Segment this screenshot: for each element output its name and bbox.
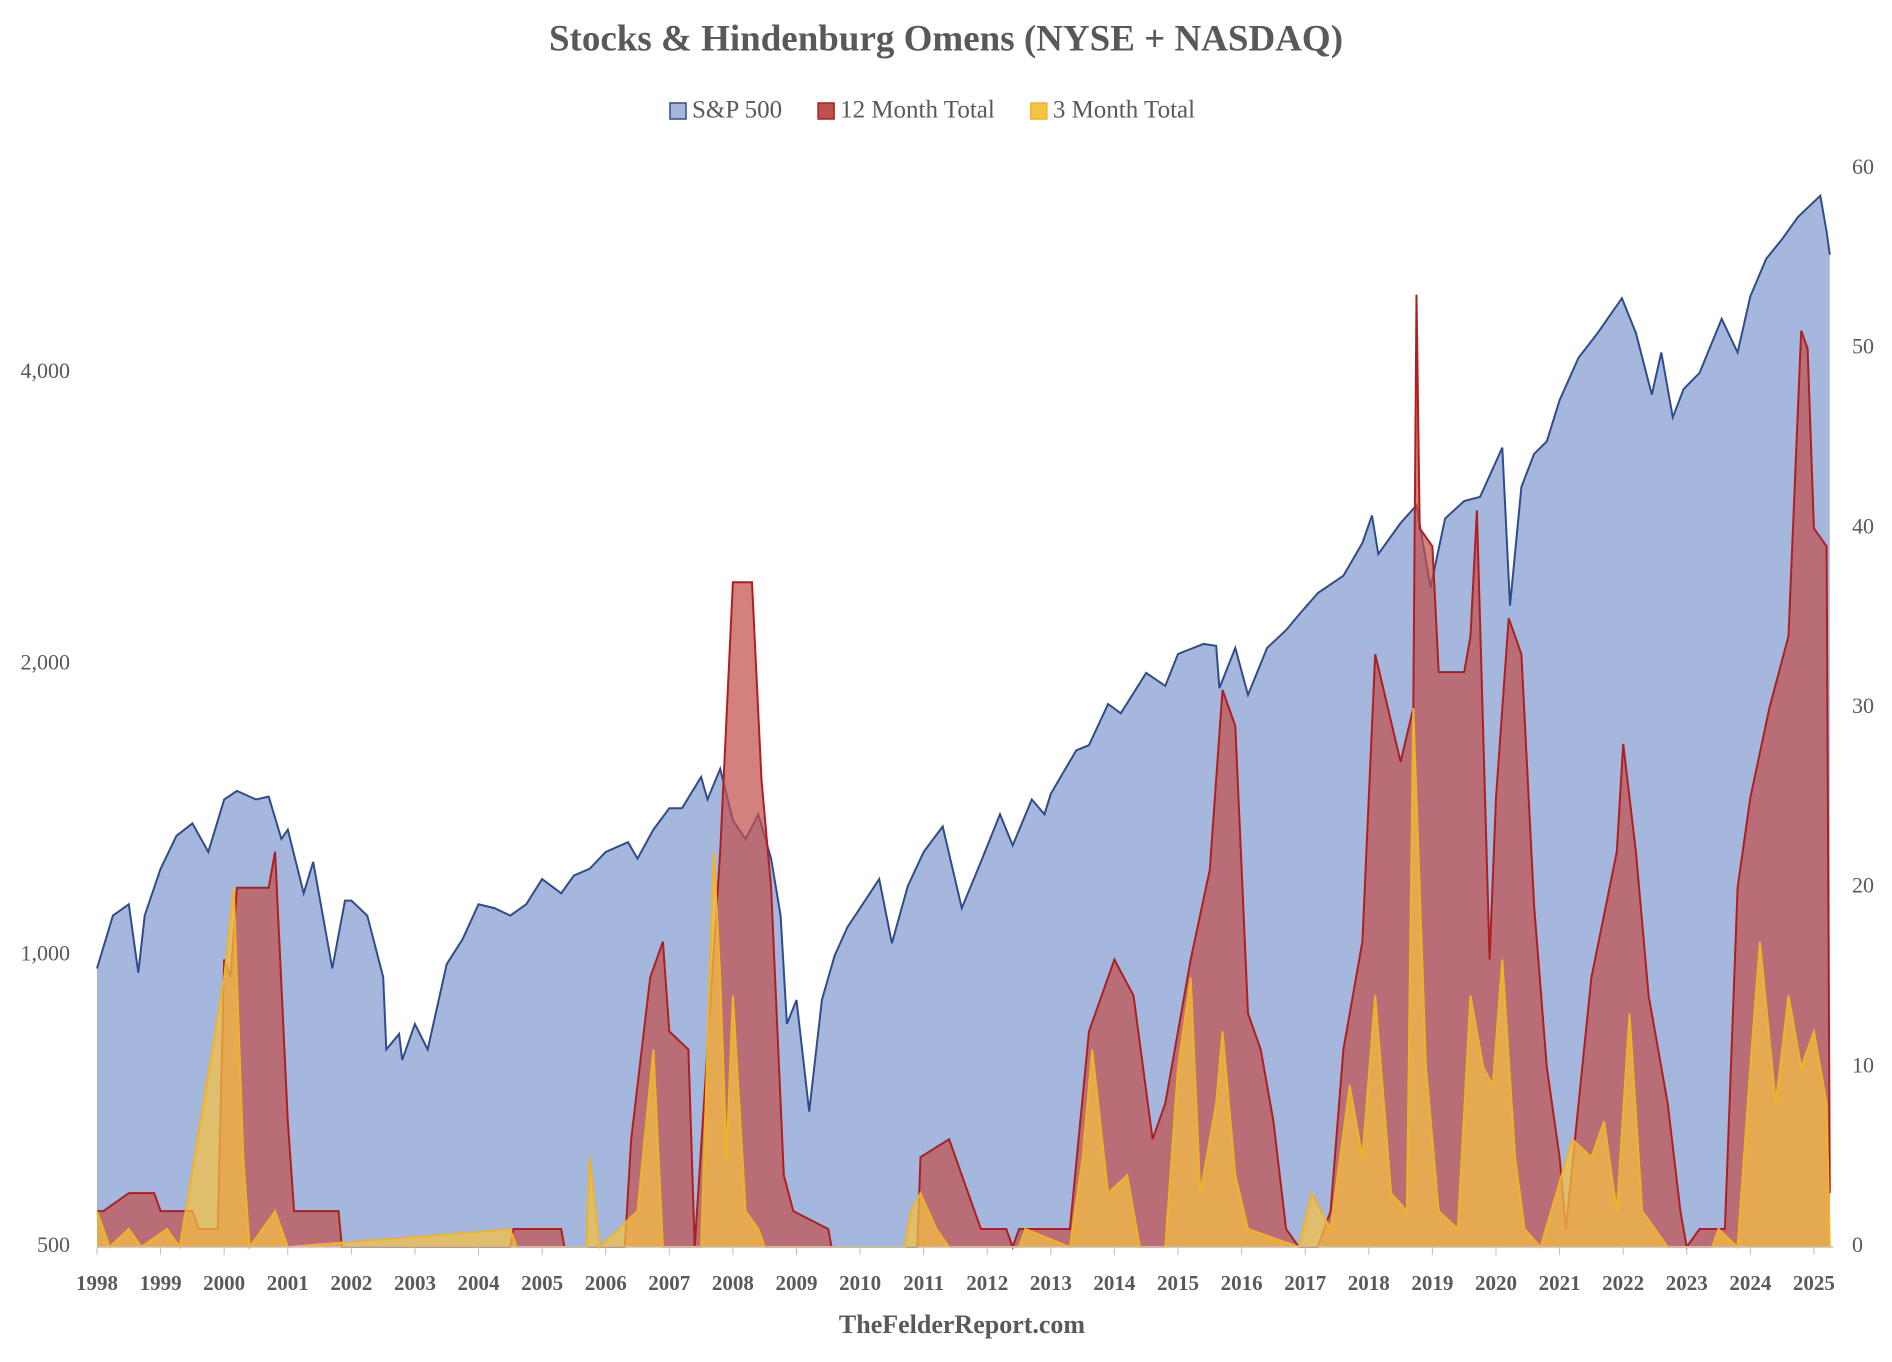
- x-tick-label: 2008: [712, 1271, 754, 1295]
- x-tick-label: 2003: [394, 1271, 436, 1295]
- x-tick-label: 2009: [775, 1271, 817, 1295]
- x-tick-label: 2005: [521, 1271, 563, 1295]
- y2-tick-label: 20: [1852, 873, 1874, 898]
- x-tick-label: 2006: [585, 1271, 627, 1295]
- x-tick-label: 2022: [1602, 1271, 1644, 1295]
- y2-tick-label: 30: [1852, 693, 1874, 718]
- x-tick-label: 2001: [267, 1271, 309, 1295]
- x-tick-label: 2021: [1539, 1271, 1581, 1295]
- y-tick-label: 4,000: [21, 358, 71, 383]
- x-tick-label: 2017: [1284, 1271, 1326, 1295]
- y2-tick-label: 50: [1852, 334, 1874, 359]
- x-tick-label: 2013: [1030, 1271, 1072, 1295]
- x-tick-label: 1998: [76, 1271, 118, 1295]
- x-tick-label: 1999: [140, 1271, 182, 1295]
- area: [97, 195, 1830, 1248]
- y-tick-label: 500: [37, 1232, 70, 1257]
- source: TheFelderReport.com: [839, 1310, 1086, 1339]
- x-tick-label: 2019: [1411, 1271, 1453, 1295]
- x-tick-label: 2020: [1475, 1271, 1517, 1295]
- area: [97, 294, 1830, 1247]
- x-tick-label: 2012: [966, 1271, 1008, 1295]
- x-tick-label: 2023: [1666, 1271, 1708, 1295]
- y2-tick-label: 0: [1852, 1232, 1863, 1257]
- legend-swatch: [1030, 102, 1048, 120]
- x-tick-label: 2010: [839, 1271, 881, 1295]
- legend-swatch: [817, 102, 835, 120]
- x-tick-label: 2014: [1093, 1271, 1136, 1295]
- x-tick-label: 2004: [458, 1271, 501, 1295]
- y2-tick-label: 60: [1852, 154, 1874, 179]
- y-tick-label: 1,000: [21, 941, 71, 966]
- legend: S&P 500 12 Month Total 3 Month Total: [669, 97, 1195, 124]
- legend-label: S&P 500: [692, 97, 782, 124]
- legend-swatch: [669, 102, 687, 120]
- x-tick-label: 2002: [330, 1271, 372, 1295]
- line: [96, 707, 1831, 1250]
- x-tick-label: 2016: [1221, 1271, 1263, 1295]
- x-tick-label: 2018: [1348, 1271, 1390, 1295]
- line: [96, 193, 1831, 1112]
- y2-tick-label: 40: [1852, 513, 1874, 538]
- chart-title: Stocks & Hindenburg Omens (NYSE + NASDAQ…: [549, 18, 1343, 59]
- y2-tick-label: 10: [1852, 1052, 1874, 1077]
- x-tick-label: 2000: [203, 1271, 245, 1295]
- y-tick-label: 2,000: [21, 649, 71, 674]
- x-tick-label: 2015: [1157, 1271, 1199, 1295]
- x-tick-label: 2007: [648, 1271, 690, 1295]
- legend-label: 3 Month Total: [1053, 97, 1195, 124]
- x-tick-label: 2024: [1729, 1271, 1772, 1295]
- x-tick-label: 2011: [903, 1271, 944, 1295]
- legend-label: 12 Month Total: [840, 97, 995, 124]
- x-tick-label: 2025: [1793, 1271, 1835, 1295]
